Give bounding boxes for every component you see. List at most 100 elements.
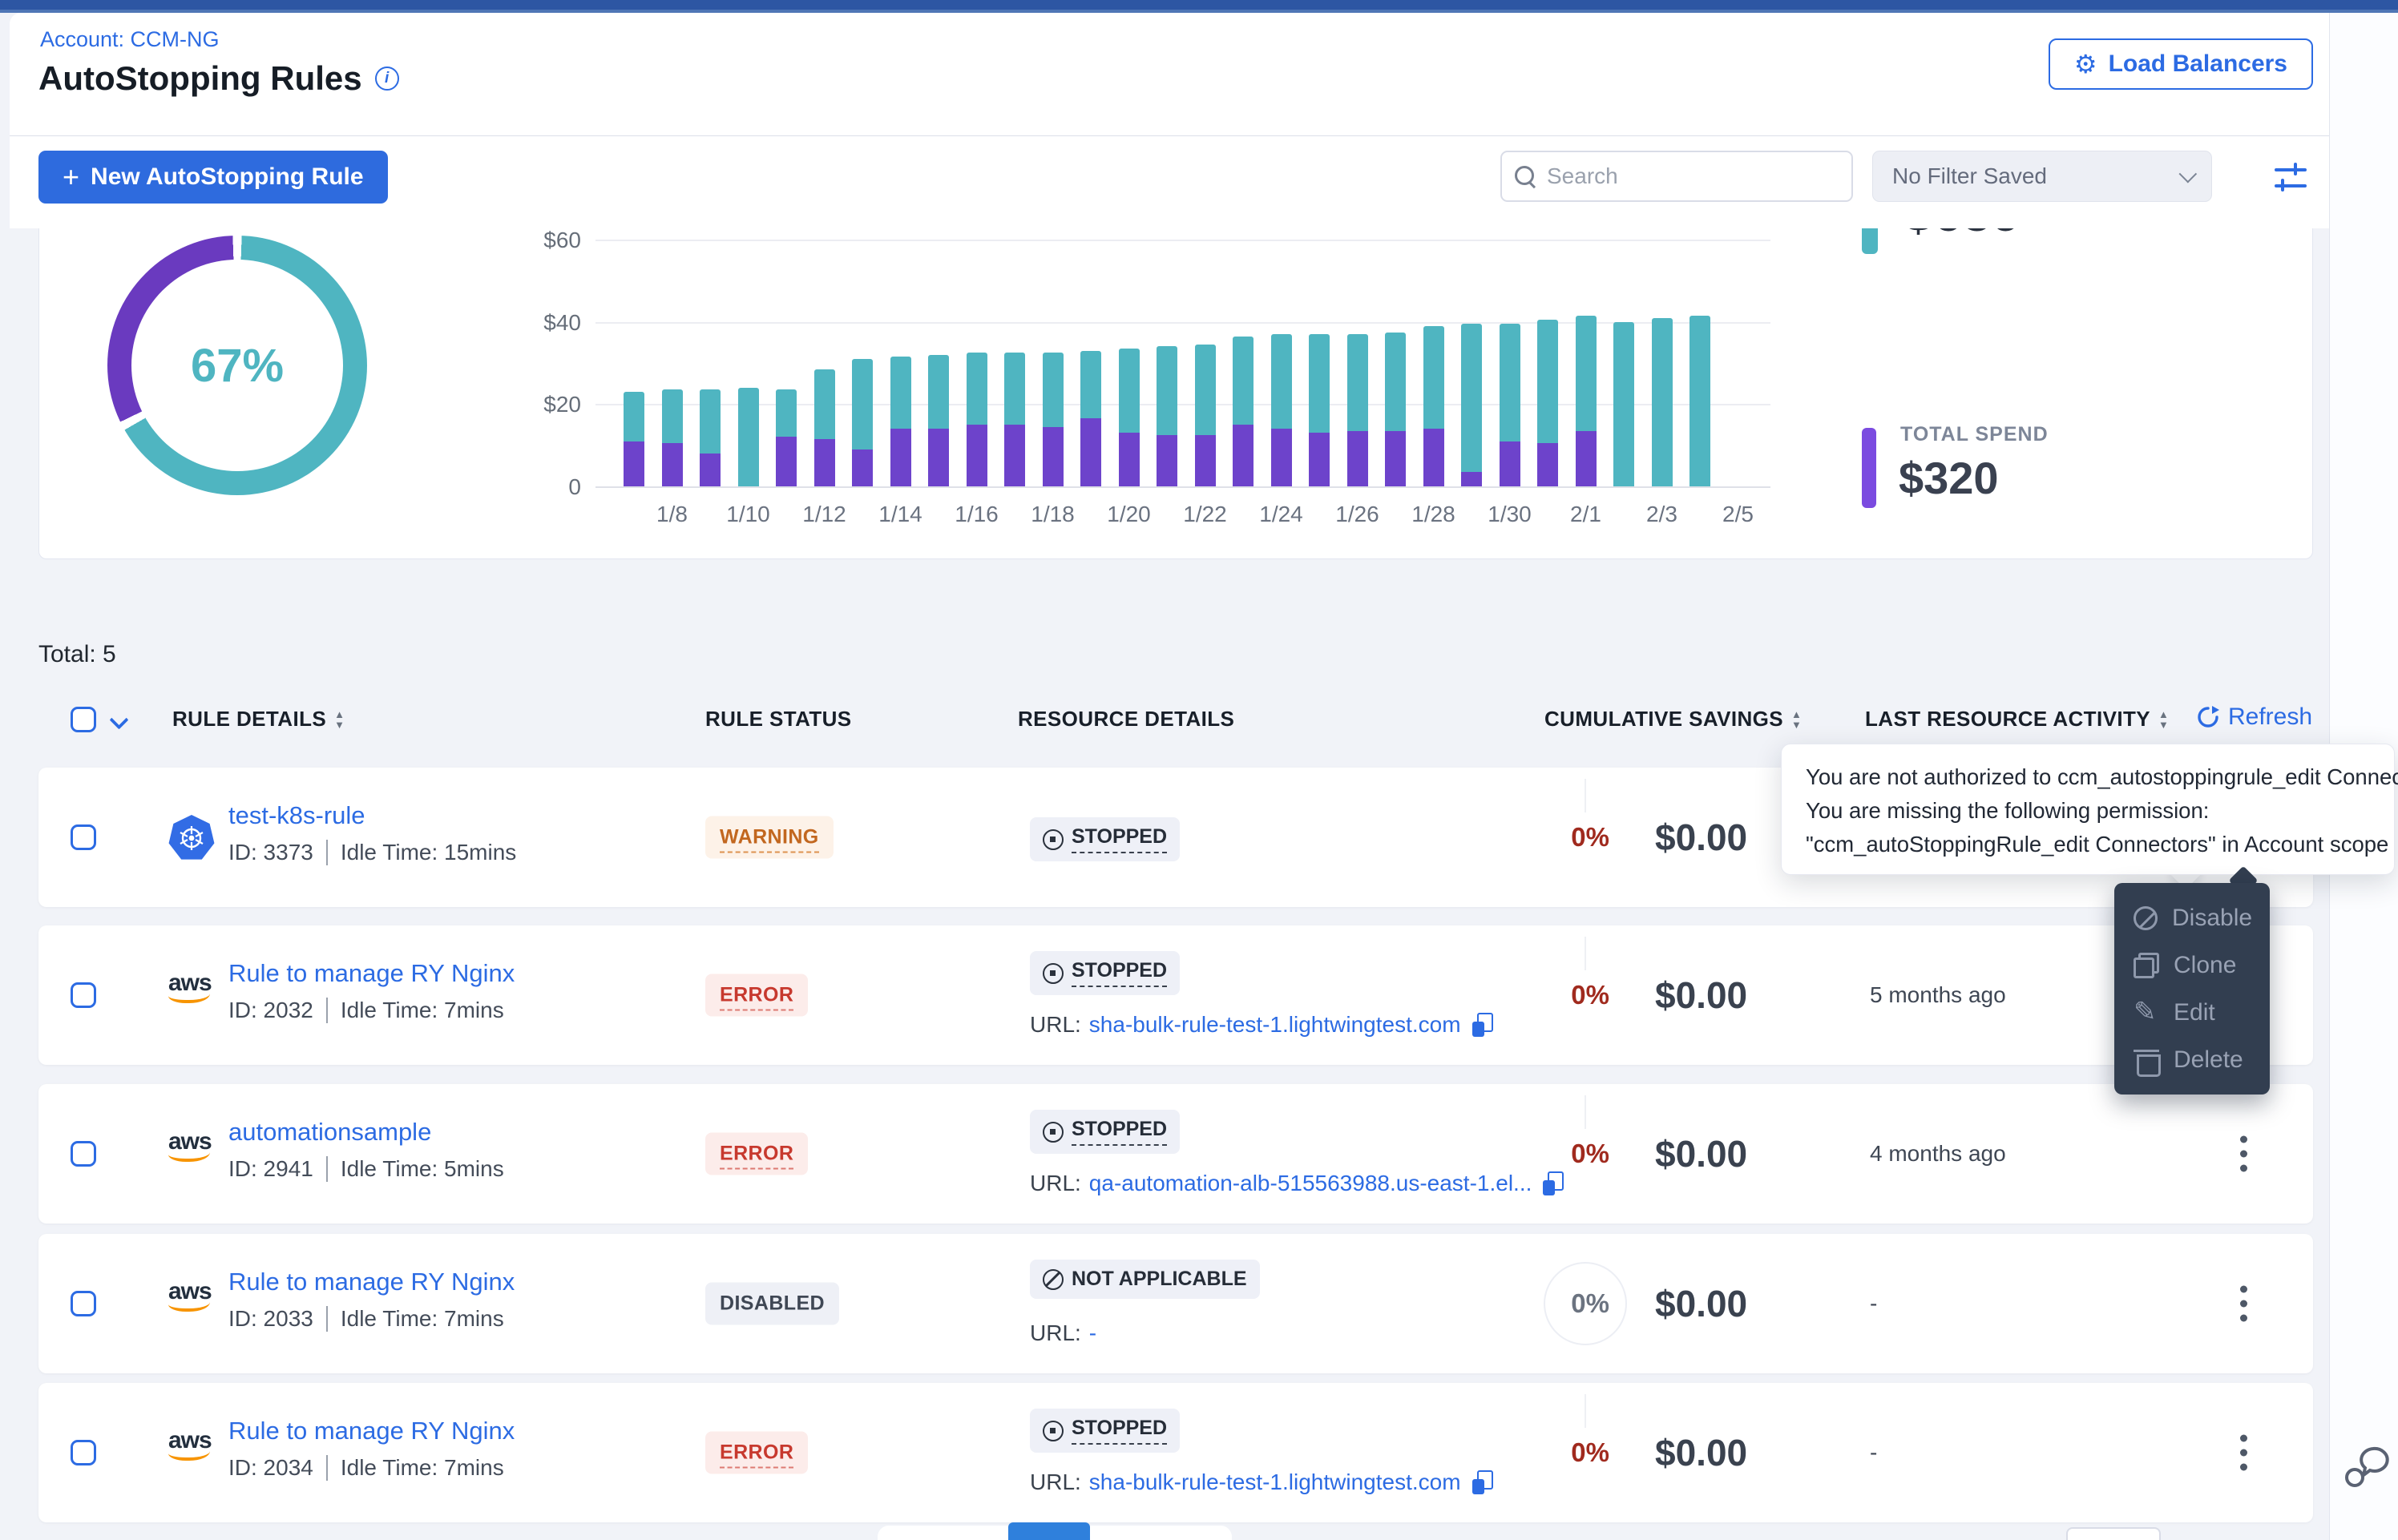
kebab-dot [2240, 1136, 2247, 1143]
column-rule-details[interactable]: RULE DETAILS▲▼ [172, 707, 345, 732]
resource-url-link[interactable]: sha-bulk-rule-test-1.lightwingtest.com [1089, 1469, 1461, 1495]
sort-icon[interactable]: ▲▼ [334, 710, 345, 729]
total-spend-value: $320 [1899, 452, 1999, 504]
account-breadcrumb[interactable]: Account: CCM-NG [40, 27, 220, 52]
row-actions-kebab[interactable] [2240, 1136, 2247, 1172]
select-menu-chevron-icon[interactable] [109, 710, 128, 729]
table-row[interactable]: awsautomationsampleID: 2941Idle Time: 5m… [38, 1084, 2313, 1224]
sort-icon[interactable]: ▲▼ [2158, 710, 2169, 729]
bar-segment-spend [1271, 429, 1292, 486]
rule-idle-time: Idle Time: 7mins [341, 1455, 504, 1481]
y-axis-tick-label: $60 [509, 228, 581, 253]
menu-item-clone[interactable]: Clone [2114, 941, 2270, 989]
url-prefix: URL: [1030, 1012, 1081, 1038]
chart-gridline [595, 240, 1770, 241]
bar-segment-spend [1309, 433, 1330, 486]
chevron-down-icon [2179, 165, 2198, 183]
stopped-icon [1043, 1421, 1064, 1441]
table-row[interactable]: awsRule to manage RY NginxID: 2032Idle T… [38, 925, 2313, 1065]
filter-panel-icon[interactable] [2273, 159, 2310, 196]
load-balancers-button[interactable]: ⚙ Load Balancers [2049, 38, 2313, 90]
bar-segment-spend [700, 454, 721, 486]
kebab-dot [2240, 1464, 2247, 1471]
resource-url-line: URL: sha-bulk-rule-test-1.lightwingtest.c… [1030, 1012, 1493, 1038]
separator [326, 840, 328, 865]
row-checkbox[interactable] [71, 1440, 96, 1465]
search-input[interactable] [1547, 163, 1839, 189]
resource-state-badge: STOPPED [1030, 1409, 1180, 1453]
y-axis-tick-label: $40 [509, 310, 581, 336]
separator [326, 998, 328, 1023]
toolbar: + New AutoStopping Rule No Filter Saved [10, 136, 2329, 228]
row-checkbox[interactable] [71, 1291, 96, 1316]
savings-percentage: 0% [1513, 822, 1609, 853]
page-title-text: AutoStopping Rules [38, 59, 362, 98]
bar-segment-spend [1576, 431, 1597, 486]
select-all-checkbox[interactable] [71, 707, 96, 732]
chat-support-icon[interactable] [2341, 1442, 2392, 1494]
resource-url-link[interactable]: qa-automation-alb-515563988.us-east-1.el… [1089, 1171, 1532, 1196]
copy-icon[interactable] [1472, 1470, 1493, 1494]
column-cumulative-savings[interactable]: CUMULATIVE SAVINGS▲▼ [1544, 707, 1802, 732]
bar-segment-spend [852, 450, 873, 486]
aws-logo-text: aws [168, 1430, 215, 1451]
refresh-label: Refresh [2228, 703, 2312, 731]
sort-icon[interactable]: ▲▼ [1791, 710, 1802, 729]
refresh-button[interactable]: Refresh [2196, 703, 2312, 731]
rule-name-link[interactable]: Rule to manage RY Nginx [228, 1417, 515, 1445]
info-icon[interactable]: i [375, 67, 399, 91]
column-last-resource-activity[interactable]: LAST RESOURCE ACTIVITY▲▼ [1865, 707, 2169, 732]
kubernetes-icon [168, 815, 215, 861]
last-activity: 5 months ago [1870, 982, 2006, 1008]
bar-segment-spend [1347, 431, 1368, 486]
x-axis-tick-label: 1/24 [1259, 502, 1303, 527]
rule-id-line: ID: 2033Idle Time: 7mins [228, 1306, 504, 1332]
kebab-dot [2240, 1151, 2247, 1158]
menu-item-disable[interactable]: Disable [2114, 894, 2270, 941]
bar-segment-savings [1537, 320, 1558, 443]
savings-ring-tick [1585, 779, 1586, 812]
bar-segment-spend [1537, 443, 1558, 486]
bar-segment-savings [776, 389, 797, 437]
row-context-menu: DisableClone✎EditDelete [2114, 883, 2270, 1095]
rule-id-line: ID: 2034Idle Time: 7mins [228, 1455, 504, 1481]
rule-name-link[interactable]: Rule to manage RY Nginx [228, 959, 515, 988]
rule-name-link[interactable]: automationsample [228, 1118, 431, 1147]
pagination-active-page[interactable] [1008, 1522, 1090, 1540]
y-axis-tick-label: 0 [509, 474, 581, 500]
menu-item-delete[interactable]: Delete [2114, 1036, 2270, 1083]
bar-segment-savings [1195, 345, 1216, 435]
row-checkbox[interactable] [71, 982, 96, 1008]
rule-status-badge: ERROR [705, 1133, 808, 1175]
new-autostopping-rule-button[interactable]: + New AutoStopping Rule [38, 151, 388, 204]
row-checkbox[interactable] [71, 824, 96, 850]
resource-url-link[interactable]: sha-bulk-rule-test-1.lightwingtest.com [1089, 1012, 1461, 1038]
savings-amount: $0.00 [1655, 1282, 1747, 1325]
aws-icon: aws [168, 1131, 215, 1178]
rule-idle-time: Idle Time: 15mins [341, 840, 516, 865]
page-size-select[interactable] [2066, 1527, 2161, 1540]
chart-gridline [595, 486, 1770, 488]
rule-name-link[interactable]: Rule to manage RY Nginx [228, 1268, 515, 1296]
rule-id-line: ID: 3373Idle Time: 15mins [228, 840, 516, 865]
table-row[interactable]: awsRule to manage RY NginxID: 2033Idle T… [38, 1234, 2313, 1373]
copy-icon[interactable] [1543, 1171, 1564, 1195]
bar-segment-savings [738, 388, 759, 486]
new-rule-label: New AutoStopping Rule [91, 163, 364, 191]
resource-url-link[interactable]: - [1089, 1320, 1096, 1346]
url-prefix: URL: [1030, 1469, 1081, 1495]
autostopping-rules-page: Account: CCM-NG AutoStopping Rules i ⚙ L… [0, 0, 2398, 1540]
row-actions-kebab[interactable] [2240, 1286, 2247, 1322]
menu-item-edit[interactable]: ✎Edit [2114, 989, 2270, 1036]
row-checkbox[interactable] [71, 1141, 96, 1167]
row-actions-kebab[interactable] [2240, 1435, 2247, 1471]
table-row[interactable]: aws Rule to manage RY Nginx ID: 2034Idle T… [38, 1383, 2313, 1522]
column-rule-status: RULE STATUS [705, 707, 852, 732]
x-axis-tick-label: 1/30 [1488, 502, 1532, 527]
bar-segment-savings [1309, 334, 1330, 433]
copy-icon[interactable] [1472, 1013, 1493, 1037]
saved-filter-select[interactable]: No Filter Saved [1872, 151, 2212, 202]
rule-name-link[interactable]: test-k8s-rule [228, 801, 365, 830]
x-axis-tick-label: 1/14 [878, 502, 922, 527]
bar-segment-spend [967, 425, 987, 486]
